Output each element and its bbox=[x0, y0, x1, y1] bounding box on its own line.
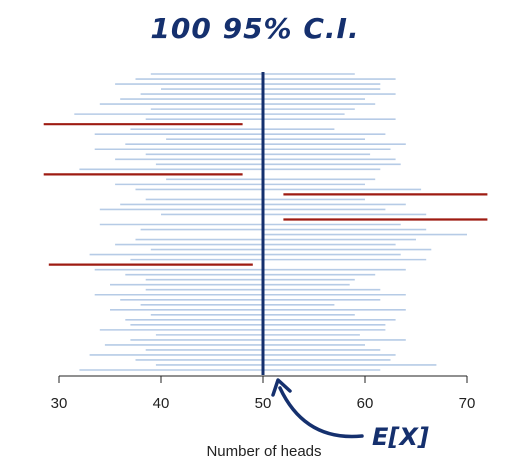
interval-bars bbox=[43, 73, 488, 371]
annotation-arrow bbox=[278, 386, 364, 439]
x-tick-label: 70 bbox=[459, 395, 476, 412]
annotation-arrowhead bbox=[271, 378, 292, 397]
x-axis: 30 40 50 60 70 bbox=[51, 375, 476, 412]
x-tick-label: 40 bbox=[153, 395, 170, 412]
x-axis-label: Number of heads bbox=[206, 443, 321, 460]
x-tick-label: 60 bbox=[357, 395, 374, 412]
chart-title: 100 95% C.I. bbox=[150, 12, 359, 45]
x-tick-label: 50 bbox=[255, 395, 272, 412]
x-tick-label: 30 bbox=[51, 395, 68, 412]
expected-value-annotation: E[X] bbox=[372, 423, 429, 451]
